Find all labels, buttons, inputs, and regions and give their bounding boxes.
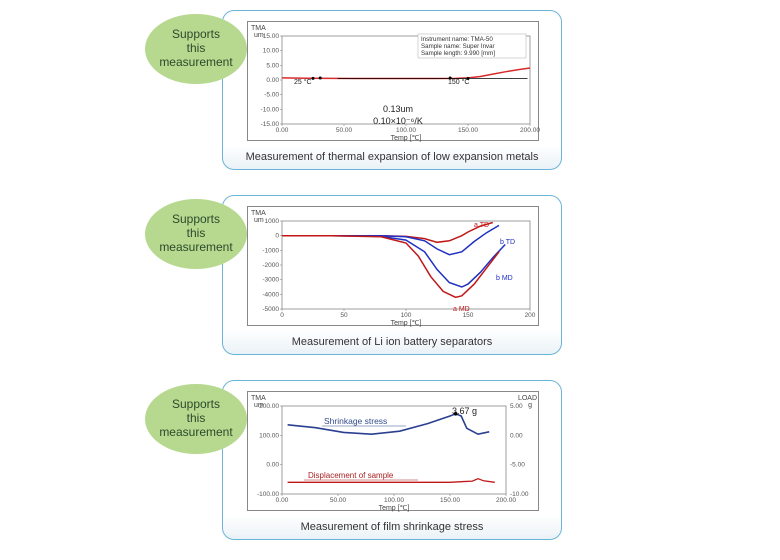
supports-badge: Supportsthismeasurement bbox=[145, 14, 247, 84]
panel-caption: Measurement of Li ion battery separators bbox=[223, 336, 561, 348]
chart-svg: -15.00-10.00-5.000.005.0010.0015.000.005… bbox=[248, 22, 540, 142]
svg-text:Temp [℃]: Temp [℃] bbox=[391, 320, 422, 327]
svg-text:g: g bbox=[528, 402, 532, 409]
svg-text:150 °C: 150 °C bbox=[448, 78, 469, 86]
svg-text:-2000: -2000 bbox=[262, 262, 279, 269]
svg-text:100.00: 100.00 bbox=[259, 432, 279, 439]
svg-text:um: um bbox=[254, 402, 264, 409]
svg-text:0.00: 0.00 bbox=[266, 462, 279, 469]
svg-text:LOAD: LOAD bbox=[518, 395, 537, 402]
svg-text:0.00: 0.00 bbox=[266, 77, 279, 84]
svg-text:100.00: 100.00 bbox=[384, 497, 404, 504]
svg-text:Shrinkage stress: Shrinkage stress bbox=[324, 416, 387, 426]
svg-text:50: 50 bbox=[340, 312, 348, 319]
svg-text:um: um bbox=[254, 217, 264, 224]
svg-text:200.00: 200.00 bbox=[496, 497, 516, 504]
svg-text:b MD: b MD bbox=[496, 275, 513, 282]
svg-text:Sample name: Super Invar: Sample name: Super Invar bbox=[421, 43, 495, 50]
svg-text:1000: 1000 bbox=[265, 218, 280, 225]
chart-svg: -100.000.00100.00200.00-10.00-5.000.005.… bbox=[248, 392, 540, 512]
svg-text:100: 100 bbox=[401, 312, 412, 319]
svg-text:TMA: TMA bbox=[251, 25, 266, 32]
svg-text:-5000: -5000 bbox=[262, 306, 279, 313]
svg-text:25 °C: 25 °C bbox=[294, 78, 312, 86]
svg-text:TMA: TMA bbox=[251, 210, 266, 217]
svg-text:0.10×10⁻⁶/K: 0.10×10⁻⁶/K bbox=[373, 116, 423, 126]
svg-text:um: um bbox=[254, 32, 264, 39]
svg-text:150.00: 150.00 bbox=[440, 497, 460, 504]
measurement-panel: Measurement of film shrinkage stress-100… bbox=[222, 380, 562, 540]
svg-text:0: 0 bbox=[275, 233, 279, 240]
chart-area: -15.00-10.00-5.000.005.0010.0015.000.005… bbox=[247, 21, 539, 141]
svg-text:-1000: -1000 bbox=[262, 247, 279, 254]
measurement-panel: Measurement of thermal expansion of low … bbox=[222, 10, 562, 170]
svg-text:100.00: 100.00 bbox=[396, 127, 416, 134]
svg-text:0: 0 bbox=[280, 312, 284, 319]
svg-text:a TD: a TD bbox=[474, 222, 489, 229]
svg-text:-5.00: -5.00 bbox=[264, 92, 279, 99]
chart-svg: -5000 -4000 -3000 -2000 -1000 0 1000 0 50 100 150 2… bbox=[248, 207, 540, 327]
svg-text:-10.00: -10.00 bbox=[261, 106, 280, 113]
svg-text:TMA: TMA bbox=[251, 395, 266, 402]
svg-text:Displacement of sample: Displacement of sample bbox=[308, 471, 394, 480]
svg-text:0.00: 0.00 bbox=[276, 127, 289, 134]
supports-badge: Supportsthismeasurement bbox=[145, 384, 247, 454]
svg-text:Instrument name: TMA-50: Instrument name: TMA-50 bbox=[421, 36, 493, 43]
svg-text:b TD: b TD bbox=[500, 239, 515, 246]
svg-text:0.13um: 0.13um bbox=[383, 104, 413, 114]
svg-text:50.00: 50.00 bbox=[330, 497, 347, 504]
svg-text:15.00: 15.00 bbox=[263, 33, 280, 40]
svg-text:0.00: 0.00 bbox=[276, 497, 289, 504]
chart-area: -100.000.00100.00200.00-10.00-5.000.005.… bbox=[247, 391, 539, 511]
svg-text:200.00: 200.00 bbox=[520, 127, 540, 134]
chart-area: -5000 -4000 -3000 -2000 -1000 0 1000 0 50 100 150 2… bbox=[247, 206, 539, 326]
svg-text:10.00: 10.00 bbox=[263, 48, 280, 55]
svg-text:a MD: a MD bbox=[453, 306, 470, 313]
supports-badge: Supportsthismeasurement bbox=[145, 199, 247, 269]
svg-text:-3000: -3000 bbox=[262, 277, 279, 284]
panel-caption: Measurement of film shrinkage stress bbox=[223, 521, 561, 533]
svg-text:200: 200 bbox=[525, 312, 536, 319]
svg-text:Sample length: 9.990 [mm]: Sample length: 9.990 [mm] bbox=[421, 50, 495, 57]
svg-text:5.00: 5.00 bbox=[510, 403, 523, 410]
svg-text:150.00: 150.00 bbox=[458, 127, 478, 134]
svg-text:0.00: 0.00 bbox=[510, 432, 523, 439]
svg-text:-5.00: -5.00 bbox=[510, 462, 525, 469]
panel-caption: Measurement of thermal expansion of low … bbox=[223, 151, 561, 163]
svg-text:Temp [℃]: Temp [℃] bbox=[391, 135, 422, 142]
svg-text:Temp [℃]: Temp [℃] bbox=[379, 505, 410, 512]
svg-text:5.00: 5.00 bbox=[266, 62, 279, 69]
measurement-panel: Measurement of Li ion battery separators… bbox=[222, 195, 562, 355]
svg-text:-4000: -4000 bbox=[262, 291, 279, 298]
svg-text:50.00: 50.00 bbox=[336, 127, 353, 134]
svg-text:150: 150 bbox=[463, 312, 474, 319]
